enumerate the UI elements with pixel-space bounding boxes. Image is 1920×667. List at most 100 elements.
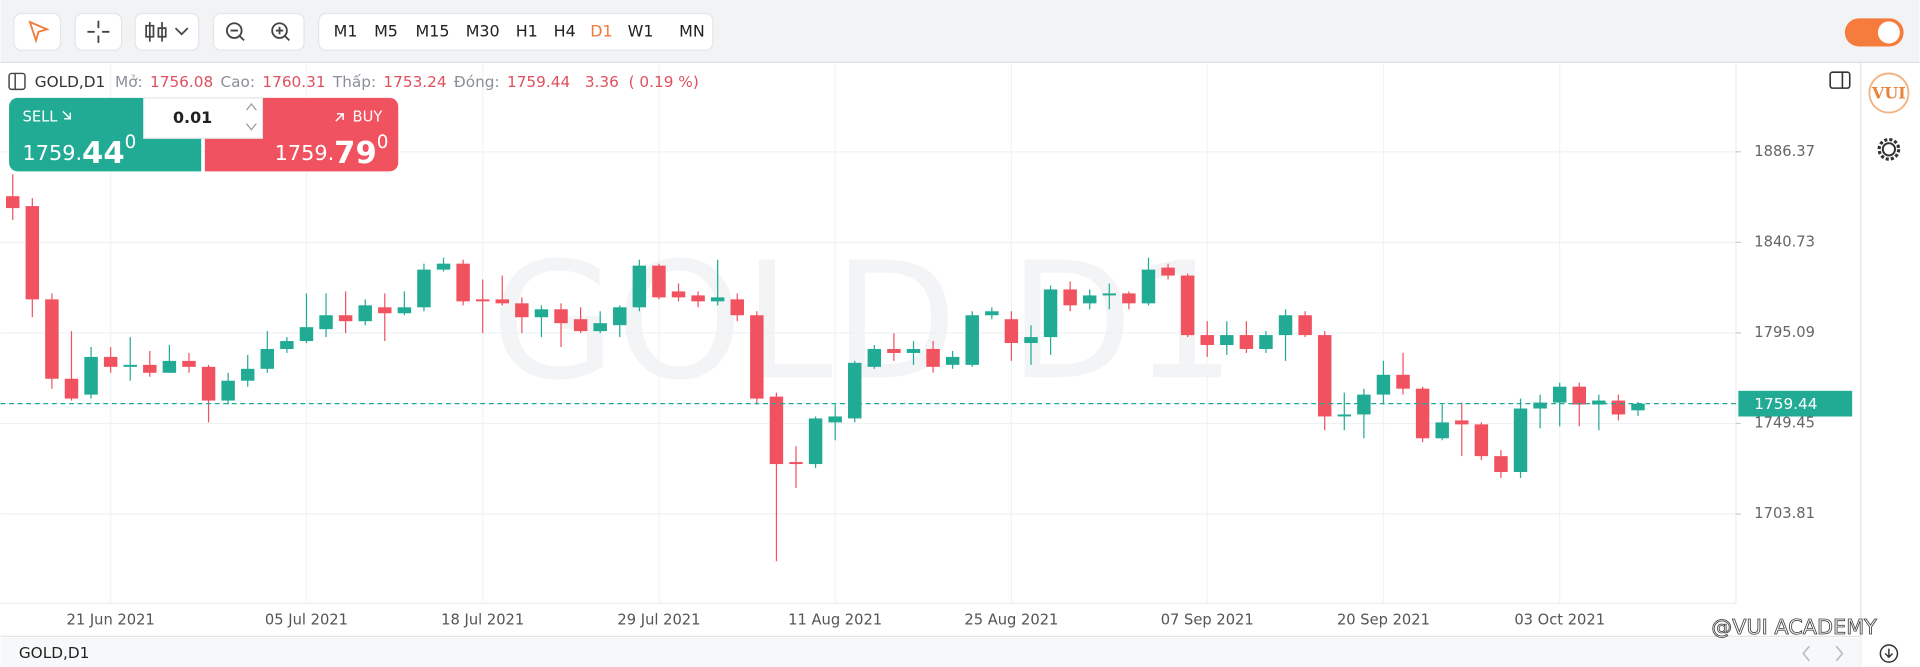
candle-body <box>671 291 686 298</box>
close-label: Đóng: <box>454 72 500 90</box>
plot-area: 1703.81 1749.45 1795.09 1840.73 1886.37 21 Ju… <box>0 63 1853 628</box>
candle-body <box>1024 337 1038 344</box>
buy-price-big: 79 <box>334 136 377 171</box>
sell-label: SELL <box>23 108 59 125</box>
candle-body <box>1415 388 1430 439</box>
candle-body <box>1533 402 1547 409</box>
candle-body <box>280 341 294 349</box>
last-price-box <box>1738 390 1853 417</box>
candle-body <box>1337 414 1352 417</box>
candle-body <box>456 263 470 302</box>
candle-body <box>299 327 314 342</box>
candle-body <box>1161 267 1175 276</box>
y-tick-label: 1840.73 <box>1754 233 1815 250</box>
candle-body <box>554 309 568 324</box>
candle-body <box>1572 386 1587 405</box>
buy-price: 1759.790 <box>275 132 389 171</box>
timeframe-button[interactable]: M1 <box>334 21 358 40</box>
candle-body <box>319 315 333 330</box>
candle-body <box>1357 394 1371 415</box>
watermark: GOLD D1 <box>491 228 1236 416</box>
sell-price: 1759.440 <box>23 132 137 171</box>
footer <box>0 637 1861 667</box>
candle-body <box>1396 374 1410 389</box>
y-tick-label: 1749.45 <box>1754 414 1815 431</box>
settings-icon[interactable] <box>1881 142 1897 157</box>
candle-body <box>1004 319 1019 344</box>
candle-body <box>691 295 705 302</box>
candle-body <box>1592 400 1606 405</box>
candle-body <box>123 364 137 367</box>
timeframe-button[interactable]: MN <box>679 21 705 40</box>
timeframe-button[interactable]: M30 <box>466 21 500 40</box>
candle-body <box>1317 335 1332 417</box>
candle-body <box>1376 374 1391 395</box>
logo-badge[interactable] <box>1868 72 1910 114</box>
candle-body <box>1513 408 1528 473</box>
candle-body <box>417 269 431 308</box>
x-tick-label: 11 Aug 2021 <box>788 611 882 628</box>
timeframe-button[interactable]: W1 <box>628 21 654 40</box>
candle-body <box>358 305 372 322</box>
candle-body <box>573 319 588 332</box>
zoom-out-icon[interactable] <box>225 22 243 39</box>
candle-body <box>945 356 960 365</box>
zoom-in-icon[interactable] <box>271 22 288 39</box>
candle-body <box>1259 335 1273 349</box>
timeframe-button[interactable]: H4 <box>554 21 576 40</box>
candle-body <box>84 356 98 395</box>
candle-body <box>906 348 921 353</box>
candle-body <box>1455 420 1469 425</box>
candle-body <box>143 364 157 373</box>
x-tick-label: 21 Jun 2021 <box>67 611 155 628</box>
x-tick-label: 18 Jul 2021 <box>441 611 524 628</box>
scroll-down-icon[interactable] <box>1879 644 1899 663</box>
candle-body <box>750 315 764 399</box>
buy-price-main: 1759. <box>275 141 335 165</box>
candle-body <box>789 462 803 465</box>
crosshair-icon <box>87 20 110 43</box>
candle-body <box>201 366 216 401</box>
timeframe-button[interactable]: H1 <box>516 21 538 40</box>
candle-body <box>965 315 979 365</box>
quantity-stepper[interactable] <box>246 103 257 131</box>
y-tick-label: 1795.09 <box>1754 324 1815 341</box>
candle-body <box>25 206 40 300</box>
candle-body <box>515 303 529 318</box>
quantity-box[interactable] <box>143 97 264 139</box>
credit-watermark: @VUI ACADEMY <box>1711 615 1877 639</box>
change-percent: ( 0.19 %) <box>629 72 699 90</box>
symbol: GOLD,D1 <box>35 72 106 90</box>
cursor-button[interactable] <box>13 12 62 51</box>
scroll-arrows[interactable] <box>1802 645 1844 662</box>
x-tick-label: 05 Jul 2021 <box>265 611 348 628</box>
candle-body <box>436 263 451 270</box>
timeframe-button[interactable]: M15 <box>416 21 450 40</box>
panel-toggle-icon[interactable] <box>1829 71 1851 89</box>
candle-body <box>162 360 177 373</box>
candle-body <box>260 348 275 369</box>
change-value: 3.36 <box>585 72 619 90</box>
candle-body <box>338 315 353 322</box>
candle-body <box>730 299 744 316</box>
crosshair-button[interactable] <box>74 12 123 51</box>
candle-body <box>1298 315 1312 336</box>
x-tick-label: 07 Sep 2021 <box>1161 611 1254 628</box>
candle-body <box>1494 456 1508 473</box>
candle-body <box>867 348 882 367</box>
chart-type-icon <box>145 22 189 42</box>
candle-body <box>182 360 196 367</box>
candle-body <box>6 196 20 209</box>
quantity-value: 0.01 <box>173 108 212 127</box>
zoom-out-glyph <box>230 29 245 42</box>
chart-type-button[interactable] <box>134 12 200 51</box>
timeframe-button[interactable]: M5 <box>374 21 398 40</box>
candle-body <box>1278 315 1293 336</box>
symbol-tab[interactable]: GOLD,D1 <box>19 644 90 662</box>
buy-arrow <box>335 113 344 122</box>
candle-body <box>1552 386 1567 403</box>
candle-body <box>1063 289 1077 306</box>
timeframe-button[interactable]: D1 <box>590 21 612 40</box>
high-value: 1760.31 <box>262 72 325 90</box>
